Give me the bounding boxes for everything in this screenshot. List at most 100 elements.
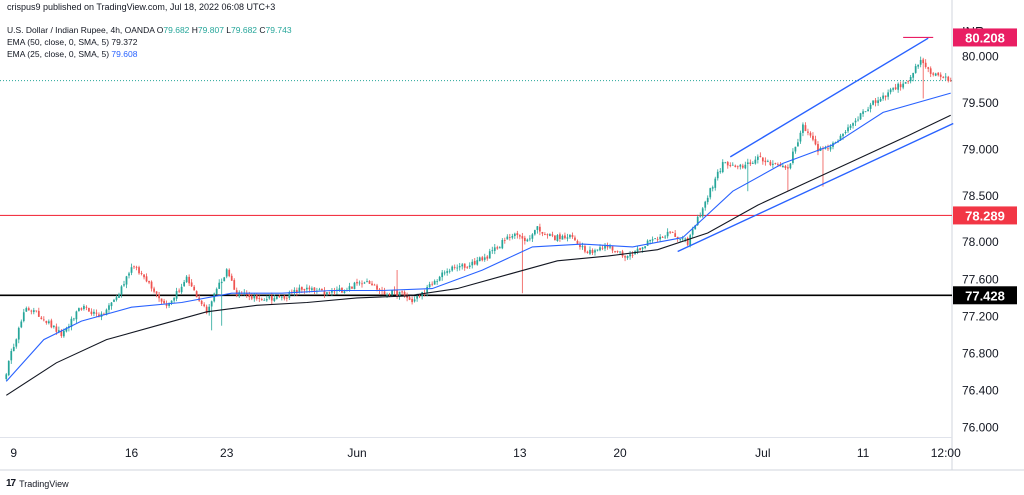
candle-body [215,288,218,294]
candle-body [616,251,619,252]
candle-body [301,287,303,290]
candle-body [541,231,544,234]
candle-body [596,249,599,251]
candle-body [867,109,869,112]
candle-body [914,66,917,73]
candle-body [809,132,812,136]
candle [756,154,759,164]
candle-body [183,282,186,287]
candle [894,83,897,91]
candle-body [283,296,286,299]
candle-body [516,233,519,236]
candle [544,232,546,236]
tradingview-footer: 17 TradingView [6,478,69,489]
candle [448,268,451,274]
candle-body [168,303,170,306]
candle-body [175,291,178,299]
candle [148,280,150,285]
candle-body [453,266,456,268]
candle-body [173,297,175,301]
price-label-text: 80.208 [965,30,1005,45]
candle [902,80,905,90]
candle [526,238,529,242]
candle-body [411,298,413,303]
candle-body [133,266,135,268]
candle-body [366,281,368,283]
candle-body [40,317,43,320]
candle-body [441,272,444,278]
candle-body [631,254,634,256]
x-tick-label: 20 [613,446,627,460]
candle [130,263,133,276]
y-tick-label: 77.600 [962,272,999,286]
candle [160,298,163,305]
candle-body [792,151,794,163]
candle [225,268,228,279]
candle-body [579,244,581,248]
candle [528,235,531,242]
candle [20,319,23,329]
candle-body [17,327,20,340]
candle-body [255,295,258,299]
candle-body [609,246,611,248]
candle [75,310,78,323]
candle-body [844,132,847,133]
ohlc-low-value: 79.682 [231,25,258,35]
candle-body [817,144,819,152]
candle [862,109,864,117]
candle [924,59,927,69]
candle [73,317,75,322]
candle [190,279,193,287]
candle [676,236,679,243]
candle [764,157,767,166]
ema25-legend: EMA (25, close, 0, SMA, 5) 79.608 [7,49,137,59]
candle [413,296,416,303]
candle-body [178,290,180,292]
candle-body [566,237,569,239]
y-tick-label: 78.000 [962,235,999,249]
candle-body [140,273,143,275]
candle-body [318,289,321,291]
candle [473,258,476,266]
candle [932,72,935,77]
candle [892,87,895,92]
candle [438,275,441,282]
candle-body [882,95,884,99]
candle [549,233,551,237]
candle [45,320,48,325]
candle-body [661,237,664,239]
candle [904,81,907,84]
candle-body [807,131,809,133]
candle [133,265,135,269]
candle-body [944,76,947,78]
candle [724,161,727,164]
candle [611,245,614,254]
candle-body [323,290,326,295]
candle [574,235,576,241]
candle-body [706,197,709,203]
candle-body [85,306,88,308]
candle [807,128,809,136]
candle [70,316,73,331]
candle [541,231,544,237]
candle-body [782,165,784,168]
ema25-line [5,92,951,382]
candle [150,280,153,292]
candle [849,124,852,130]
candle-body [734,165,737,167]
candle [371,280,373,286]
candle-body [143,274,145,278]
candle-body [681,238,684,240]
candle [483,253,486,262]
candle [351,285,353,289]
candle [238,290,241,298]
candle [506,234,509,240]
candle [874,98,877,107]
candle-body [280,296,283,298]
candle-body [719,171,722,173]
candle-body [581,246,584,248]
candle-body [473,260,476,265]
candle-body [263,299,266,301]
candle [263,298,266,301]
